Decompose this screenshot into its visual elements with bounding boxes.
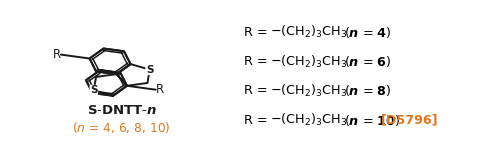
Text: R =: R =: [244, 84, 272, 97]
Text: ($\bfit{n}$ = $\bf{10}$): ($\bfit{n}$ = $\bf{10}$): [344, 113, 401, 128]
Text: S: S: [90, 85, 98, 95]
Text: ($\bfit{n}$ = $\bf{8}$): ($\bfit{n}$ = $\bf{8}$): [344, 83, 392, 98]
Text: $\bf{S}$-$\bf{DNTT}$-$\bfit{n}$: $\bf{S}$-$\bf{DNTT}$-$\bfit{n}$: [86, 104, 157, 117]
Text: R =: R =: [244, 114, 272, 127]
Text: ($\bfit{n}$ = $\bf{4}$): ($\bfit{n}$ = $\bf{4}$): [344, 25, 392, 40]
Text: $\mathregular{\mathsf{-(CH_2)_3CH_3}}$: $\mathregular{\mathsf{-(CH_2)_3CH_3}}$: [270, 24, 347, 40]
Text: S: S: [146, 65, 153, 75]
Text: R =: R =: [244, 26, 272, 39]
Text: $\mathregular{\mathsf{-(CH_2)_3CH_3}}$: $\mathregular{\mathsf{-(CH_2)_3CH_3}}$: [270, 83, 347, 99]
Text: $\mathregular{\mathsf{-(CH_2)_3CH_3}}$: $\mathregular{\mathsf{-(CH_2)_3CH_3}}$: [270, 112, 347, 128]
Text: R =: R =: [244, 55, 272, 68]
Text: ($\it{n}$ = 4, 6, 8, 10): ($\it{n}$ = 4, 6, 8, 10): [72, 120, 171, 135]
Text: [D5796]: [D5796]: [381, 114, 438, 127]
Text: R: R: [53, 48, 61, 61]
Text: R: R: [156, 83, 164, 96]
Text: ($\bfit{n}$ = $\bf{6}$): ($\bfit{n}$ = $\bf{6}$): [344, 54, 392, 69]
Text: $\mathregular{\mathsf{-(CH_2)_3CH_3}}$: $\mathregular{\mathsf{-(CH_2)_3CH_3}}$: [270, 54, 347, 70]
